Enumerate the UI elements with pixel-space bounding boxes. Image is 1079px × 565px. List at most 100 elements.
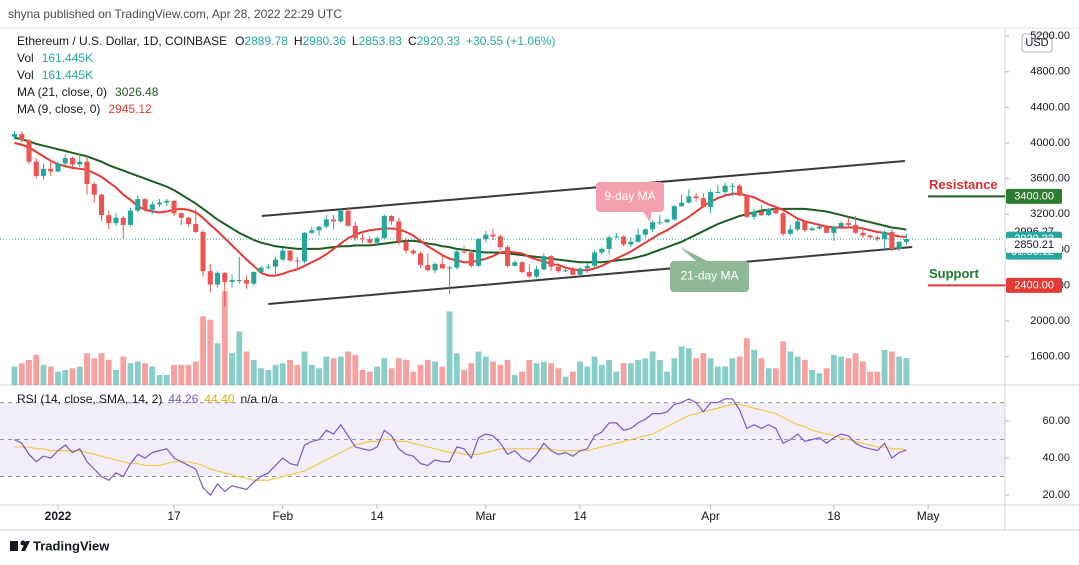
volume-bar <box>736 356 743 385</box>
candle-body <box>621 236 627 245</box>
candle-body <box>142 199 148 210</box>
volume-bar <box>18 363 25 385</box>
volume-bar <box>606 359 612 385</box>
volume-bar <box>555 368 562 385</box>
volume-bar <box>772 368 779 385</box>
rsi-tick-label: 60.00 <box>1042 415 1070 427</box>
volume-bar <box>424 359 431 385</box>
volume-bar <box>635 359 641 385</box>
candle-body <box>454 251 460 268</box>
candle-body <box>686 196 692 203</box>
candle-body <box>214 272 221 285</box>
candle-body <box>838 223 844 227</box>
volume-bar <box>250 359 257 385</box>
volume-bar <box>656 359 663 385</box>
volume-bar <box>613 371 620 385</box>
legend-value: 2889.78 <box>244 34 288 48</box>
volume-bar <box>801 359 808 385</box>
candle-body <box>127 210 134 225</box>
volume-bar <box>214 343 221 385</box>
logo-mark <box>10 541 18 551</box>
volume-bar <box>374 366 380 385</box>
legend-key: RSI (14, close, SMA, 14, 2) <box>17 392 162 406</box>
candle-body <box>265 266 271 268</box>
legend-key: H <box>294 34 303 48</box>
candle-body <box>700 198 706 208</box>
candle-body <box>84 161 90 184</box>
volume-bar <box>33 354 40 385</box>
volume-bar <box>678 346 685 385</box>
candle-body <box>229 280 235 282</box>
legend-key: MA (21, close, 0) <box>17 85 107 99</box>
rsi-band <box>0 402 1005 477</box>
volume-bar <box>272 364 279 385</box>
price-badge-label: 3400.00 <box>1014 190 1054 202</box>
x-tick-label: Apr <box>701 509 720 523</box>
volume-bar <box>511 374 518 385</box>
volume-bar <box>301 351 308 385</box>
candle-body <box>882 232 888 240</box>
currency[interactable]: USD <box>1025 37 1048 49</box>
candle-body <box>236 280 242 282</box>
volume-bar <box>26 359 32 385</box>
volume-bar <box>830 354 837 385</box>
volume-bar <box>279 363 286 385</box>
candle-body <box>758 211 764 216</box>
price-badge-label: 2850.21 <box>1014 239 1054 251</box>
candle-body <box>171 200 177 214</box>
volume-bar <box>91 358 98 385</box>
volume-bar <box>714 366 721 385</box>
legend-key: MA (9, close, 0) <box>17 102 100 116</box>
candle-body <box>287 250 293 261</box>
candle-body <box>425 264 431 271</box>
volume-bar <box>664 371 670 385</box>
candle-body <box>490 234 496 237</box>
x-tick-label: Mar <box>475 509 496 523</box>
candle-body <box>708 191 714 208</box>
legend-key: L <box>352 34 359 48</box>
candle-body <box>483 234 489 240</box>
legend-volume: Vol 161.445K <box>17 51 93 65</box>
candle-body <box>273 259 279 267</box>
legend-value: 44.40 <box>204 392 234 406</box>
y-tick-label: 5200.00 <box>1030 30 1070 42</box>
candle-body <box>316 226 322 231</box>
candle-body <box>156 202 163 205</box>
volume-bar <box>410 371 417 385</box>
candle-body <box>795 221 801 230</box>
volume-bar <box>533 363 540 385</box>
callout <box>596 182 664 212</box>
volume-bar <box>787 351 794 385</box>
candle-body <box>331 219 337 222</box>
volume-bar <box>823 368 830 385</box>
y-tick-label: 3200.00 <box>1030 208 1070 220</box>
level-label: Support <box>929 266 979 281</box>
candle-body <box>447 267 453 269</box>
volume-bar <box>729 358 736 385</box>
candle-body <box>200 232 206 272</box>
currency-button[interactable] <box>1021 33 1053 53</box>
volume-bar <box>504 359 511 385</box>
candle-body <box>737 185 743 196</box>
volume-bar <box>337 356 344 385</box>
x-tick-label: 2022 <box>45 509 72 523</box>
volume-bar <box>620 363 627 385</box>
volume-bar <box>685 348 692 385</box>
volume-bar <box>265 369 272 385</box>
volume-bar <box>221 291 228 385</box>
volume-bar <box>316 368 322 385</box>
candle-body <box>374 238 380 243</box>
volume-bar <box>490 361 496 385</box>
legend-volume: Vol 161.445K <box>17 68 93 82</box>
candle-body <box>338 210 344 222</box>
volume-bar <box>192 361 199 385</box>
volume-bar <box>11 366 18 385</box>
legend-value: 2853.83 <box>359 34 403 48</box>
volume-bar <box>287 359 293 385</box>
volume-bar <box>838 356 845 385</box>
volume-bar <box>243 351 250 385</box>
candle-body <box>679 202 685 207</box>
candle-body <box>613 236 619 238</box>
